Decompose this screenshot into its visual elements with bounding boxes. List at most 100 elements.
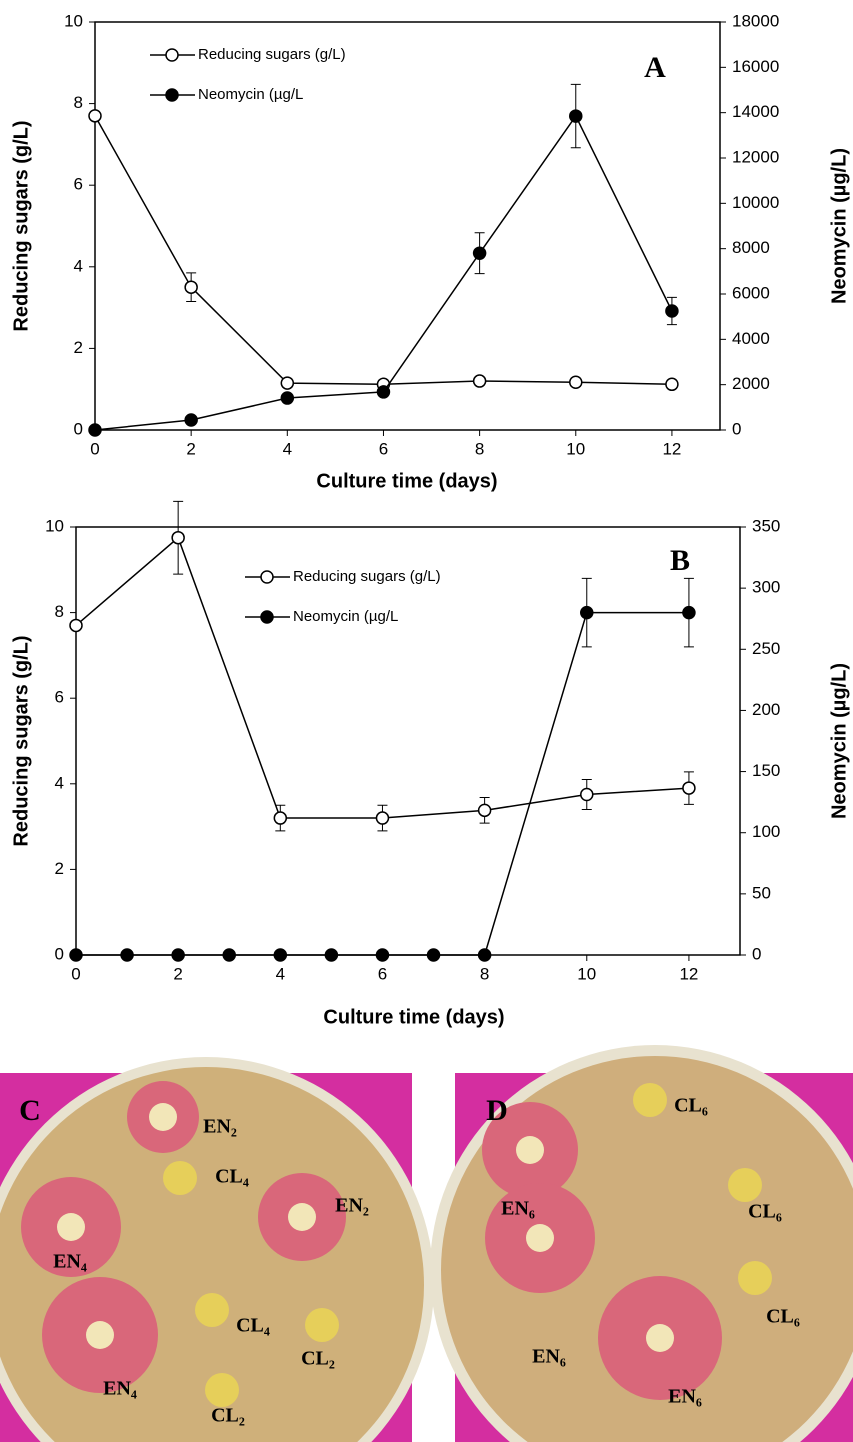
marker [682, 781, 696, 795]
x-tick-label: 6 [378, 964, 387, 983]
marker [69, 618, 83, 633]
x-tick-label: 12 [662, 439, 681, 458]
marker [376, 385, 391, 399]
y2-tick-label: 14000 [732, 102, 779, 121]
plot-frame [94, 21, 721, 431]
photo-label: CL₂ [301, 1348, 335, 1370]
y2-tick-label: 12000 [732, 147, 779, 166]
marker [184, 413, 198, 427]
y-axis-label: Reducing sugars (g/L) [10, 635, 32, 846]
y2-tick-label: 200 [752, 700, 780, 719]
x-tick-label: 10 [566, 439, 585, 458]
marker [171, 948, 185, 962]
y-tick-label: 6 [55, 688, 64, 707]
marker [88, 109, 102, 123]
y-tick-label: 2 [74, 338, 83, 357]
disc [149, 1103, 177, 1131]
disc [163, 1161, 197, 1195]
photo-label: EN₄ [103, 1378, 137, 1400]
y-tick-label: 4 [55, 773, 64, 792]
marker [184, 280, 198, 294]
marker [472, 374, 487, 388]
photo-label: EN₂ [335, 1195, 369, 1217]
disc [288, 1203, 316, 1231]
legend-marker [165, 48, 179, 62]
x-tick-label: 2 [186, 439, 195, 458]
legend-marker [260, 570, 274, 584]
panel-label: B [670, 544, 690, 577]
y-tick-label: 8 [55, 602, 64, 621]
x-tick-label: 8 [480, 964, 489, 983]
photo-label: CL₂ [211, 1405, 245, 1427]
x-tick-label: 8 [475, 439, 484, 458]
marker [324, 948, 339, 962]
disc [516, 1136, 544, 1164]
y2-tick-label: 350 [752, 516, 780, 535]
panel-label: D [486, 1094, 508, 1127]
disc [738, 1261, 772, 1295]
y2-tick-label: 18000 [732, 11, 779, 30]
disc [728, 1168, 762, 1202]
photo-label: EN₂ [203, 1116, 237, 1138]
photo-label: CL₆ [674, 1095, 708, 1117]
y2-tick-label: 100 [752, 822, 780, 841]
panel-label: A [644, 51, 666, 84]
marker [665, 304, 679, 318]
marker [477, 803, 492, 818]
photo-label: EN₆ [501, 1198, 535, 1220]
y2-tick-label: 2000 [732, 374, 770, 393]
marker [580, 787, 594, 802]
x-tick-label: 2 [173, 964, 182, 983]
y-tick-label: 6 [74, 175, 83, 194]
marker [273, 811, 288, 825]
disc [195, 1293, 229, 1327]
y2-axis-label: Neomycin (µg/L) [828, 148, 850, 304]
y2-tick-label: 0 [752, 944, 761, 963]
legend-marker [260, 610, 274, 624]
legend-label: Reducing sugars (g/L) [293, 568, 441, 585]
y2-tick-label: 150 [752, 761, 780, 780]
y-tick-label: 10 [45, 516, 64, 535]
photo-label: EN₆ [668, 1386, 702, 1408]
y-tick-label: 0 [74, 419, 83, 438]
marker [280, 391, 295, 405]
y2-tick-label: 8000 [732, 238, 770, 257]
x-tick-label: 0 [71, 964, 80, 983]
legend-label: Neomycin (µg/L [198, 86, 303, 103]
marker [375, 811, 390, 825]
marker [120, 948, 134, 962]
marker [375, 948, 390, 962]
photo-label: CL₆ [766, 1306, 800, 1328]
marker [88, 423, 102, 437]
y2-tick-label: 6000 [732, 283, 770, 302]
x-tick-label: 6 [379, 439, 388, 458]
y2-axis-label: Neomycin (µg/L) [828, 663, 850, 819]
marker [569, 375, 583, 390]
marker [222, 948, 236, 962]
plot-frame [75, 526, 741, 956]
marker [569, 109, 583, 123]
y-tick-label: 10 [64, 11, 83, 30]
x-axis-label: Culture time (days) [316, 470, 497, 492]
photo-panels: C EN₂ CL₄ EN₂ EN₄ CL₄ CL₂ EN₄ CL₂ D CL₆ EN₆ CL₆ EN₆ CL… [0, 1045, 853, 1442]
marker [426, 948, 441, 962]
marker [280, 376, 295, 390]
marker [273, 948, 288, 962]
legend-marker [165, 88, 179, 102]
disc [305, 1308, 339, 1342]
photo-label: CL₄ [215, 1166, 249, 1188]
disc [526, 1224, 554, 1252]
marker [472, 246, 487, 260]
disc [57, 1213, 85, 1241]
marker [665, 377, 679, 392]
marker [69, 948, 83, 962]
y2-tick-label: 0 [732, 419, 741, 438]
disc [205, 1373, 239, 1407]
marker [580, 605, 594, 620]
panel-label: C [19, 1094, 41, 1127]
legend-label: Neomycin (µg/L [293, 608, 398, 625]
y-tick-label: 4 [74, 256, 83, 275]
y-tick-label: 2 [55, 859, 64, 878]
y2-tick-label: 4000 [732, 329, 770, 348]
x-tick-label: 0 [90, 439, 99, 458]
